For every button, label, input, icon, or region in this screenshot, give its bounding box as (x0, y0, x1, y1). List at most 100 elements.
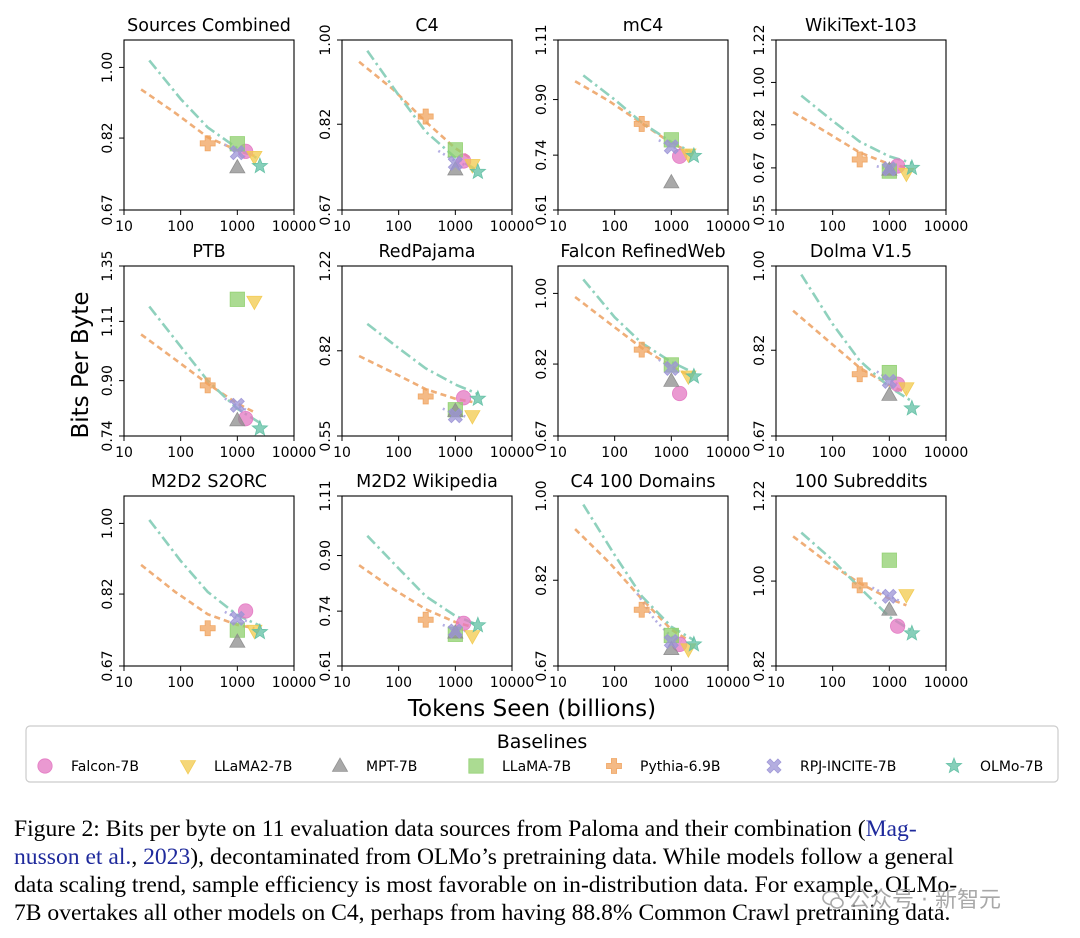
citation-link[interactable]: nusson et al. (14, 844, 132, 870)
y-tick-label: 0.82 (534, 348, 550, 379)
plot-frame (341, 39, 513, 211)
olmo-trend-line (582, 503, 695, 642)
x-tick-label: 1000 (438, 675, 474, 691)
x-tick-label: 1000 (654, 445, 690, 461)
subplot: 100 Subreddits 10 100 1000 10000 0.82 1.00 1.22 (752, 472, 968, 691)
legend-pythia-marker (606, 758, 622, 774)
y-tick-label: 0.82 (752, 335, 768, 366)
olmo-trend-line (366, 534, 479, 627)
x-tick-label: 10 (549, 445, 567, 461)
pythia-trend-line (358, 564, 473, 629)
x-tick-label: 1000 (220, 675, 256, 691)
x-tick-label: 10000 (924, 675, 969, 691)
y-tick-label: 1.00 (534, 278, 550, 309)
subplot: M2D2 Wikipedia 10 100 1000 10000 0.61 0.74 0.90… (318, 472, 534, 691)
subplot: C4 100 Domains 10 100 1000 10000 0.67 0.82 1.00 (534, 472, 750, 691)
llama2-marker (464, 410, 481, 425)
y-tick-label: 1.00 (752, 67, 768, 98)
pythia-marker (851, 577, 868, 594)
y-tick-label: 1.00 (100, 508, 116, 539)
y-axis-label: Bits Per Byte (68, 291, 94, 438)
pythia-marker (851, 151, 868, 168)
olmo-marker (903, 158, 921, 176)
x-tick-label: 10 (115, 219, 133, 235)
x-tick-label: 10000 (272, 445, 317, 461)
olmo-marker (469, 162, 487, 180)
y-tick-label: 1.00 (752, 565, 768, 596)
legend-item-rpj: RPJ-INCITE-7B (766, 758, 896, 775)
falcon-marker (672, 385, 688, 402)
legend-label: LLaMA2-7B (214, 759, 292, 775)
plot-area (358, 534, 487, 645)
caption-text: , (131, 844, 144, 870)
caption-line-4: 7B overtakes all other models on C4, per… (14, 900, 951, 926)
legend-item-falcon: Falcon-7B (37, 758, 139, 775)
x-tick-label: 100 (167, 219, 194, 235)
plot-area (574, 278, 703, 402)
rpj-marker (447, 623, 463, 639)
pythia-marker (417, 108, 434, 125)
rpj-marker (447, 408, 463, 424)
subplot: PTB 10 100 1000 10000 0.74 0.90 1.11 1.35 (100, 242, 316, 461)
falcon-marker (890, 618, 906, 634)
plot-frame (341, 495, 513, 667)
rpj-marker (881, 588, 897, 604)
plot-area (792, 531, 921, 641)
subplot: Sources Combined 10 100 1000 10000 0.67 0.82 1.… (100, 16, 316, 235)
y-tick-label: 1.11 (318, 480, 334, 511)
plot-frame (775, 265, 947, 437)
y-tick-label: 0.82 (318, 335, 334, 366)
x-tick-label: 10 (767, 675, 785, 691)
legend-title: Baselines (497, 731, 587, 753)
x-tick-label: 100 (385, 219, 412, 235)
y-tick-label: 0.90 (100, 365, 116, 396)
x-tick-label: 10000 (706, 675, 751, 691)
subplot-title: C4 (415, 16, 438, 36)
subplot-title: M2D2 Wikipedia (356, 472, 498, 492)
plot-frame (557, 39, 729, 211)
x-tick-label: 1000 (872, 445, 908, 461)
llama-marker (881, 552, 897, 568)
plot-area (792, 273, 921, 416)
plot-frame (123, 495, 295, 667)
x-tick-label: 10000 (272, 675, 317, 691)
x-tick-label: 100 (819, 219, 846, 235)
subplot-title: PTB (192, 242, 225, 262)
legend-label: Pythia-6.9B (640, 759, 720, 775)
x-tick-label: 10000 (924, 219, 969, 235)
plot-area (574, 503, 703, 658)
subplot-title: WikiText-103 (805, 16, 917, 36)
x-tick-label: 10 (333, 219, 351, 235)
x-tick-label: 10000 (706, 219, 751, 235)
y-tick-label: 1.00 (752, 250, 768, 281)
citation-year-link[interactable]: 2023 (143, 844, 191, 870)
plot-area (358, 49, 487, 180)
rpj-marker (881, 373, 897, 389)
olmo-trend-line (800, 94, 913, 165)
x-tick-label: 10 (767, 219, 785, 235)
legend-item-llama2: LLaMA2-7B (179, 759, 292, 775)
legend-label: RPJ-INCITE-7B (800, 759, 896, 775)
y-tick-label: 0.82 (100, 122, 116, 153)
legend-label: LLaMA-7B (502, 759, 571, 775)
olmo-trend-line (800, 273, 913, 403)
x-tick-label: 10000 (490, 219, 535, 235)
y-tick-label: 0.67 (752, 420, 768, 451)
rpj-marker (663, 633, 679, 649)
legend-frame (25, 725, 1059, 783)
legend-llama2-marker (179, 760, 197, 775)
subplot: WikiText-103 10 100 1000 10000 0.55 0.67 0.82 1.… (752, 16, 968, 235)
rpj-marker (663, 139, 679, 155)
subplot-title: Dolma V1.5 (810, 242, 912, 262)
y-tick-label: 1.35 (100, 250, 116, 281)
rpj-marker (229, 397, 245, 413)
legend-item-pythia: Pythia-6.9B (606, 758, 720, 775)
olmo-marker (469, 616, 487, 633)
plot-frame (775, 39, 947, 211)
y-tick-label: 0.90 (534, 84, 550, 115)
citation-link[interactable]: Mag- (865, 816, 917, 842)
pythia-marker (633, 601, 650, 618)
plot-area (140, 519, 269, 648)
pythia-trend-line (574, 528, 690, 642)
olmo-trend-line (366, 322, 479, 396)
